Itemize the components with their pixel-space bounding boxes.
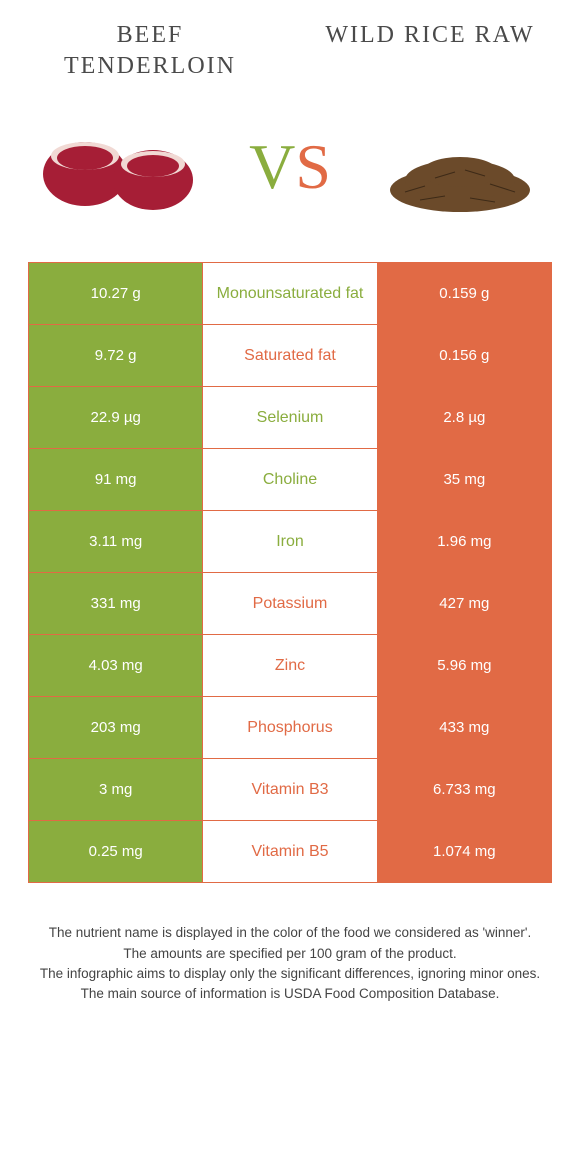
left-value-cell: 0.25 mg <box>29 821 202 882</box>
left-value-cell: 3.11 mg <box>29 511 202 572</box>
left-value-cell: 3 mg <box>29 759 202 820</box>
footer-line-2: The amounts are specified per 100 gram o… <box>30 944 550 964</box>
right-value-cell: 427 mg <box>378 573 551 634</box>
left-value-cell: 203 mg <box>29 697 202 758</box>
left-value-cell: 331 mg <box>29 573 202 634</box>
left-value-cell: 91 mg <box>29 449 202 510</box>
table-row: 4.03 mgZinc5.96 mg <box>29 635 551 697</box>
table-row: 10.27 gMonounsaturated fat0.159 g <box>29 263 551 325</box>
right-value-cell: 1.96 mg <box>378 511 551 572</box>
right-value-cell: 0.159 g <box>378 263 551 324</box>
right-food-title: Wild rice raw <box>320 20 540 82</box>
vs-letter-v: V <box>249 130 295 204</box>
wild-rice-image <box>370 102 550 232</box>
table-row: 22.9 µgSelenium2.8 µg <box>29 387 551 449</box>
vs-row: VS <box>0 92 580 262</box>
nutrient-name-cell: Selenium <box>202 387 377 448</box>
nutrient-comparison-table: 10.27 gMonounsaturated fat0.159 g9.72 gS… <box>28 262 552 883</box>
left-food-title: Beef tenderloin <box>40 20 260 82</box>
right-value-cell: 35 mg <box>378 449 551 510</box>
table-row: 203 mgPhosphorus433 mg <box>29 697 551 759</box>
vs-letter-s: S <box>295 130 331 204</box>
right-value-cell: 1.074 mg <box>378 821 551 882</box>
nutrient-name-cell: Vitamin B3 <box>202 759 377 820</box>
nutrient-name-cell: Phosphorus <box>202 697 377 758</box>
left-value-cell: 9.72 g <box>29 325 202 386</box>
table-row: 3 mgVitamin B36.733 mg <box>29 759 551 821</box>
right-value-cell: 2.8 µg <box>378 387 551 448</box>
left-value-cell: 22.9 µg <box>29 387 202 448</box>
nutrient-name-cell: Zinc <box>202 635 377 696</box>
right-value-cell: 0.156 g <box>378 325 551 386</box>
table-row: 9.72 gSaturated fat0.156 g <box>29 325 551 387</box>
table-row: 331 mgPotassium427 mg <box>29 573 551 635</box>
nutrient-name-cell: Potassium <box>202 573 377 634</box>
nutrient-name-cell: Monounsaturated fat <box>202 263 377 324</box>
nutrient-name-cell: Choline <box>202 449 377 510</box>
nutrient-name-cell: Iron <box>202 511 377 572</box>
nutrient-name-cell: Saturated fat <box>202 325 377 386</box>
vs-label: VS <box>249 130 331 204</box>
table-row: 91 mgCholine35 mg <box>29 449 551 511</box>
header-row: Beef tenderloin Wild rice raw <box>0 0 580 92</box>
right-value-cell: 6.733 mg <box>378 759 551 820</box>
footer-notes: The nutrient name is displayed in the co… <box>0 883 580 1024</box>
beef-tenderloin-image <box>30 102 210 232</box>
footer-line-3: The infographic aims to display only the… <box>30 964 550 984</box>
table-row: 3.11 mgIron1.96 mg <box>29 511 551 573</box>
footer-line-4: The main source of information is USDA F… <box>30 984 550 1004</box>
nutrient-name-cell: Vitamin B5 <box>202 821 377 882</box>
right-value-cell: 5.96 mg <box>378 635 551 696</box>
footer-line-1: The nutrient name is displayed in the co… <box>30 923 550 943</box>
left-value-cell: 4.03 mg <box>29 635 202 696</box>
right-value-cell: 433 mg <box>378 697 551 758</box>
table-row: 0.25 mgVitamin B51.074 mg <box>29 821 551 883</box>
left-value-cell: 10.27 g <box>29 263 202 324</box>
